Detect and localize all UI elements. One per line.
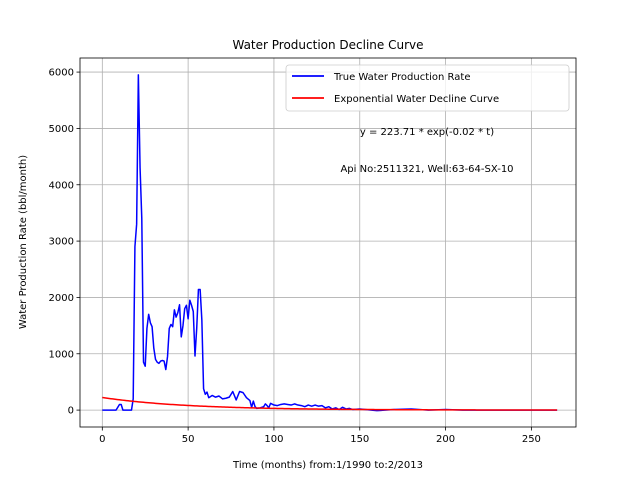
y-tick-label: 4000: [49, 180, 74, 191]
x-tick-label: 150: [350, 434, 369, 445]
x-tick-label: 200: [436, 434, 455, 445]
y-tick-label: 2000: [49, 293, 74, 304]
x-tick-label: 250: [522, 434, 541, 445]
series-line-true-water-production-rate: [102, 74, 558, 412]
tick-layer: 0 50 100 150 200 250 0 1000 2000 3000 4000 5000 6000: [49, 68, 541, 445]
legend-label-exponential-water-decline-curve: Exponential Water Decline Curve: [334, 94, 499, 105]
legend-label-true-water-production-rate: True Water Production Rate: [333, 72, 470, 83]
chart-title: Water Production Decline Curve: [232, 38, 423, 52]
y-tick-label: 5000: [49, 124, 74, 135]
y-tick-label: 6000: [49, 68, 74, 79]
x-tick-label: 100: [264, 434, 283, 445]
x-tick-label: 0: [99, 434, 105, 445]
chart-legend: True Water Production Rate Exponential W…: [285, 64, 570, 112]
series-line-exponential-water-decline-curve: [102, 396, 558, 411]
y-axis-label: Water Production Rate (bbl/month): [18, 155, 29, 329]
y-tick-label: 1000: [49, 349, 74, 360]
well-info-annotation: Api No:2511321, Well:63-64-SX-10: [340, 164, 513, 175]
y-tick-label: 3000: [49, 237, 74, 248]
plot-area-frame: [79, 57, 577, 428]
series-layer: [102, 74, 558, 412]
legend-box: [285, 64, 570, 112]
y-tick-label: 0: [68, 406, 74, 417]
x-tick-label: 50: [182, 434, 195, 445]
equation-annotation: y = 223.71 * exp(-0.02 * t): [360, 127, 494, 138]
x-axis-label: Time (months) from:1/1990 to:2/2013: [232, 460, 423, 471]
grid-layer: [80, 58, 576, 427]
